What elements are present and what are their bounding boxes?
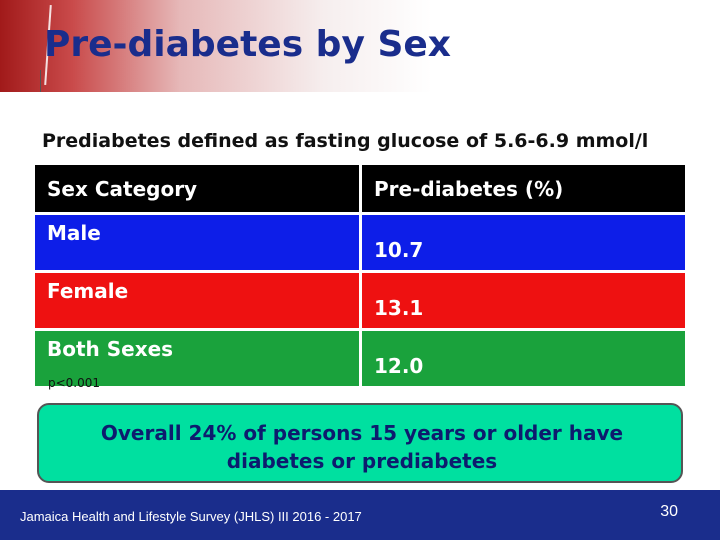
table-header-row: Sex Category Pre-diabetes (%) — [35, 165, 685, 212]
callout-line-1: Overall 24% of persons 15 years or older… — [100, 421, 624, 445]
footer-band: Jamaica Health and Lifestyle Survey (JHL… — [0, 490, 720, 540]
p-value-note: p<0.001 — [48, 376, 101, 390]
slide-title: Pre-diabetes by Sex — [44, 24, 452, 65]
callout-box: Overall 24% of persons 15 years or older… — [37, 403, 683, 483]
decorative-line — [40, 70, 41, 92]
row-label-female: Female — [35, 273, 362, 328]
table-row: Both Sexes 12.0 — [35, 331, 685, 386]
callout-text: Overall 24% of persons 15 years or older… — [39, 419, 685, 475]
prediabetes-table: Sex Category Pre-diabetes (%) Male 10.7 … — [35, 162, 685, 389]
row-value-female: 13.1 — [362, 273, 685, 328]
page-number: 30 — [660, 503, 678, 520]
footer-source: Jamaica Health and Lifestyle Survey (JHL… — [20, 509, 362, 524]
table-row: Male 10.7 — [35, 215, 685, 270]
table-row: Female 13.1 — [35, 273, 685, 328]
header-prediabetes: Pre-diabetes (%) — [362, 165, 685, 212]
header-sex-category: Sex Category — [35, 165, 362, 212]
row-value-male: 10.7 — [362, 215, 685, 270]
slide-subtitle: Prediabetes defined as fasting glucose o… — [42, 130, 649, 152]
row-value-both-sexes: 12.0 — [362, 331, 685, 386]
header-band — [0, 0, 720, 92]
row-label-male: Male — [35, 215, 362, 270]
row-label-both-sexes: Both Sexes — [35, 331, 362, 386]
callout-line-2: diabetes or prediabetes — [226, 449, 498, 473]
